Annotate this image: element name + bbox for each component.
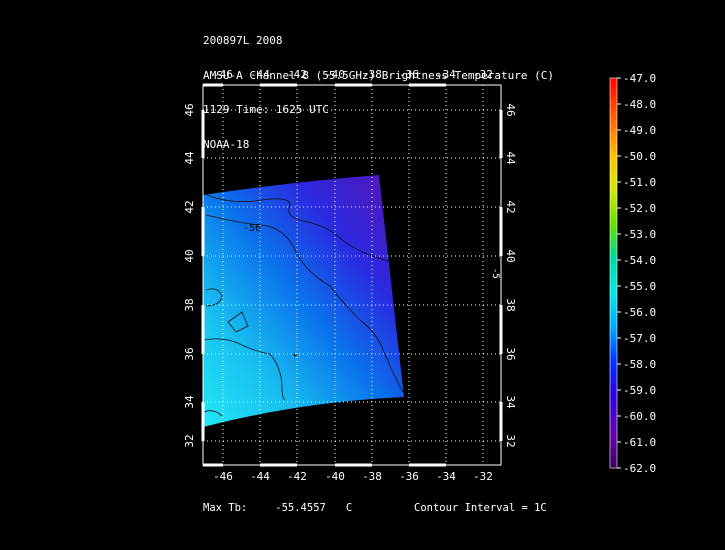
max-tb-unit: C <box>345 502 353 514</box>
latitude-label-right: 38 <box>504 298 517 311</box>
colorbar-label: -54.0 <box>623 254 656 267</box>
longitude-label-top: -42 <box>287 68 307 81</box>
colorbar-label: -53.0 <box>623 228 656 241</box>
latitude-label-left: 32 <box>183 434 196 447</box>
max-tb-value: -55.4557 <box>275 502 326 514</box>
brightness-temperature-swath <box>203 175 404 427</box>
max-tb-readout: Max Tb: -55.4557 C <box>203 502 352 514</box>
colorbar-label: -58.0 <box>623 358 656 371</box>
longitude-label-top: -38 <box>362 68 382 81</box>
contour-label: -56 <box>243 223 261 234</box>
contour-interval-note: Contour Interval = 1C <box>414 502 547 514</box>
longitude-label-bottom: -32 <box>473 470 493 483</box>
colorbar-label: -55.0 <box>623 280 656 293</box>
latitude-label-left: 40 <box>183 249 196 262</box>
longitude-label-bottom: -38 <box>362 470 382 483</box>
latitude-label-left: 46 <box>183 103 196 116</box>
longitude-label-bottom: -42 <box>287 470 307 483</box>
longitude-labels-bottom: -46 -44 -42 -40 -38 -36 -34 -32 <box>213 470 493 483</box>
temperature-contours <box>203 194 404 417</box>
colorbar-label: -56.0 <box>623 306 656 319</box>
longitude-label-bottom: -44 <box>250 470 270 483</box>
latitude-label-right: 46 <box>504 103 517 116</box>
latitude-label-left: 36 <box>183 347 196 360</box>
product-title: AMSU-A Channel 8 (55.5GHz) Brightness Te… <box>203 68 554 82</box>
latitude-labels-right: 46 44 42 40 38 36 34 32 <box>504 103 517 447</box>
longitude-label-bottom: -40 <box>325 470 345 483</box>
longitude-label-bottom: -34 <box>436 470 456 483</box>
colorbar-label: -57.0 <box>623 332 656 345</box>
longitude-label-top: -34 <box>436 68 456 81</box>
colorbar-label: -59.0 <box>623 384 656 397</box>
satellite-name: NOAA-18 <box>203 137 250 151</box>
colorbar-label: -61.0 <box>623 436 656 449</box>
latitude-labels-left: 46 44 42 40 38 36 34 32 <box>183 103 196 447</box>
colorbar-label: -48.0 <box>623 98 656 111</box>
colorbar-labels: -47.0 -48.0 -49.0 -50.0 -51.0 -52.0 -53.0 -54.0… <box>617 72 656 475</box>
latitude-label-right: 36 <box>504 347 517 360</box>
colorbar-label: -47.0 <box>623 72 656 85</box>
longitude-label-top: -40 <box>325 68 345 81</box>
contour-label-right: -5 <box>490 268 500 279</box>
latitude-label-right: 34 <box>504 395 517 409</box>
longitude-label-top: -46 <box>213 68 233 81</box>
colorbar <box>609 77 618 469</box>
latitude-label-right: 32 <box>504 434 517 447</box>
latitude-label-left: 44 <box>183 151 196 165</box>
frame-scale-ticks <box>201 83 503 467</box>
latitude-label-left: 34 <box>183 395 196 409</box>
colorbar-label: -62.0 <box>623 462 656 475</box>
latitude-label-right: 40 <box>504 249 517 262</box>
latitude-label-right: 42 <box>504 200 517 213</box>
longitude-label-top: -44 <box>250 68 270 81</box>
latitude-label-left: 38 <box>183 298 196 311</box>
latitude-label-right: 44 <box>504 151 517 165</box>
longitude-label-top: -32 <box>473 68 493 81</box>
colorbar-label: -49.0 <box>623 124 656 137</box>
colorbar-label: -51.0 <box>623 176 656 189</box>
colorbar-label: -60.0 <box>623 410 656 423</box>
latitude-label-left: 42 <box>183 200 196 213</box>
map-title-block: 200897L 2008 AMSU-A Channel 8 (55.5GHz) … <box>203 12 554 162</box>
colorbar-label: -52.0 <box>623 202 656 215</box>
longitude-label-bottom: -36 <box>399 470 419 483</box>
storm-id: 200897L 2008 <box>203 34 283 47</box>
longitude-labels-top: -46 -44 -42 -40 -38 -36 -34 -32 <box>213 68 493 81</box>
colorbar-label: -50.0 <box>623 150 656 163</box>
max-tb-label: Max Tb: <box>203 502 248 514</box>
longitude-label-bottom: -46 <box>213 470 233 483</box>
observation-time: 1129 Time: 1625 UTC <box>203 103 329 116</box>
longitude-label-top: -36 <box>399 68 419 81</box>
lat-lon-grid <box>203 85 501 465</box>
